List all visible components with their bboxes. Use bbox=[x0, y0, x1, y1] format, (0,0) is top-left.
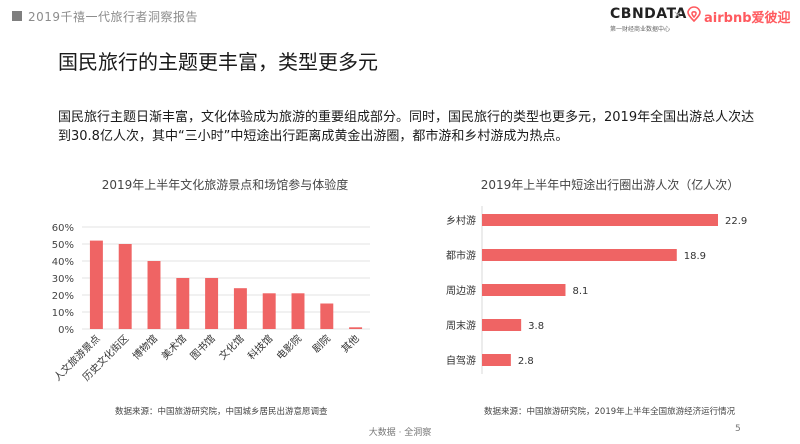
bar bbox=[205, 278, 219, 329]
y-tick-label: 10% bbox=[52, 308, 74, 319]
short-trip-bar-chart: 乡村游 22.9 都市游 18.9 周边游 8.1 周末游 3.8 自驾游 2.8 bbox=[446, 206, 747, 374]
value-label: 8.1 bbox=[572, 286, 588, 297]
x-tick-label: 其他 bbox=[338, 332, 361, 355]
bar bbox=[118, 244, 132, 329]
x-tick-label: 文化馆 bbox=[216, 332, 246, 362]
y-tick-label: 0% bbox=[58, 325, 74, 336]
bar bbox=[482, 354, 511, 366]
bar bbox=[176, 278, 190, 329]
bar bbox=[482, 249, 677, 261]
airbnb-logo-text: airbnb爱彼迎 bbox=[704, 11, 791, 26]
category-label: 乡村游 bbox=[446, 214, 476, 227]
left-chart-source: 数据来源：中国旅游研究院，中国城乡居民出游意愿调查 bbox=[115, 407, 328, 417]
x-tick-label: 科技馆 bbox=[245, 332, 275, 362]
slide-intro: 国民旅行主题日渐丰富，文化体验成为旅游的重要组成部分。同时，国民旅行的类型也更多… bbox=[58, 110, 755, 144]
x-tick-label: 电影院 bbox=[274, 332, 304, 362]
y-tick-label: 60% bbox=[52, 223, 74, 234]
report-title: 2019千禧一代旅行者洞察报告 bbox=[28, 10, 199, 24]
right-chart-source: 数据来源：中国旅游研究院，2019年上半年全国旅游经济运行情况 bbox=[484, 407, 736, 417]
x-tick-label: 图书馆 bbox=[187, 332, 217, 362]
bar bbox=[482, 319, 522, 331]
value-label: 22.9 bbox=[725, 216, 747, 227]
logo-separator: × bbox=[673, 8, 683, 21]
bar bbox=[349, 327, 363, 329]
category-label: 周末游 bbox=[446, 319, 476, 332]
slide-title: 国民旅行的主题更丰富，类型更多元 bbox=[58, 50, 378, 74]
bar bbox=[320, 303, 334, 329]
footer-slogan: 大数据 · 全洞察 bbox=[368, 428, 432, 438]
cbndata-logo: CBNDATA bbox=[610, 6, 687, 22]
cbndata-logo-subtitle: 第一财经商业数据中心 bbox=[610, 26, 671, 33]
category-label: 自驾游 bbox=[446, 354, 476, 367]
y-tick-label: 20% bbox=[52, 291, 74, 302]
bar bbox=[262, 293, 276, 329]
page-number: 5 bbox=[735, 424, 741, 434]
y-tick-label: 30% bbox=[52, 274, 74, 285]
right-chart-title: 2019年上半年中短途出行圈出游人次（亿人次） bbox=[480, 178, 740, 192]
y-tick-label: 50% bbox=[52, 240, 74, 251]
bar bbox=[233, 288, 247, 329]
bar bbox=[482, 284, 566, 296]
value-label: 2.8 bbox=[518, 356, 534, 367]
bar bbox=[291, 293, 305, 329]
header-marker bbox=[12, 11, 22, 21]
x-tick-label: 美术馆 bbox=[159, 332, 189, 362]
y-tick-label: 40% bbox=[52, 257, 74, 268]
x-tick-label: 博物馆 bbox=[130, 332, 160, 362]
bar bbox=[89, 240, 103, 329]
x-tick-label: 剧院 bbox=[310, 332, 333, 355]
airbnb-icon bbox=[687, 6, 701, 23]
value-label: 3.8 bbox=[528, 321, 544, 332]
value-label: 18.9 bbox=[684, 251, 706, 262]
category-label: 都市游 bbox=[446, 249, 476, 262]
category-label: 周边游 bbox=[446, 284, 476, 297]
left-chart-title: 2019年上半年文化旅游景点和场馆参与体验度 bbox=[101, 178, 349, 192]
bar bbox=[147, 261, 161, 329]
bar bbox=[482, 214, 718, 226]
